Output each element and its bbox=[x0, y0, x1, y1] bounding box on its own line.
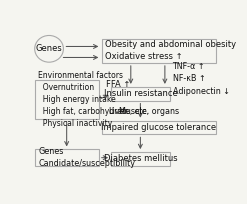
Text: Obesity and abdominal obesity
Oxidative stress ↑: Obesity and abdominal obesity Oxidative … bbox=[105, 40, 236, 61]
Text: Diabetes mellitus: Diabetes mellitus bbox=[104, 154, 177, 163]
Text: TNF-α ↑
NF-κB ↑
Adiponectin ↓: TNF-α ↑ NF-κB ↑ Adiponectin ↓ bbox=[172, 62, 229, 96]
Text: FFA ↑: FFA ↑ bbox=[106, 80, 131, 90]
Text: Genes: Genes bbox=[36, 44, 62, 53]
Text: Environmental factors
  Overnutrition
  High energy intake
  High fat, carbohydr: Environmental factors Overnutrition High… bbox=[38, 71, 149, 128]
Text: Impaired glucose tolerance: Impaired glucose tolerance bbox=[101, 123, 216, 132]
Text: Muscle, organs: Muscle, organs bbox=[120, 107, 180, 116]
Text: Liver: Liver bbox=[108, 107, 128, 116]
Text: Insulin resistance: Insulin resistance bbox=[103, 89, 177, 98]
Text: Genes
Candidate/susceptibility: Genes Candidate/susceptibility bbox=[38, 147, 135, 168]
